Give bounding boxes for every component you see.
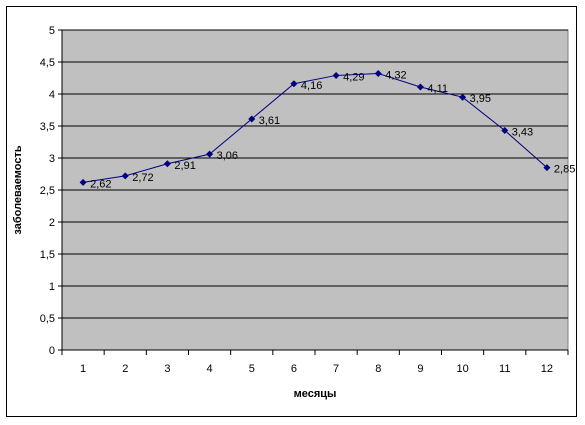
data-label: 3,61 (259, 115, 280, 127)
data-point (459, 93, 467, 101)
x-tick-label: 11 (499, 363, 510, 375)
y-tick-label: 5 (49, 25, 55, 37)
data-point (163, 160, 171, 168)
data-point (290, 80, 298, 88)
data-point (121, 172, 129, 180)
x-tick-label: 6 (291, 363, 297, 375)
x-tick-label: 2 (122, 363, 128, 375)
data-point (206, 150, 214, 158)
y-tick-label: 0,5 (40, 313, 55, 325)
data-label: 2,72 (132, 172, 153, 184)
y-axis-ticks: 0 0,5 1 1,5 2 2,5 3 3,5 4 4,5 5 (40, 25, 63, 357)
x-axis-ticks: 1 2 3 4 5 6 7 8 9 10 11 12 (61, 349, 569, 375)
series-line (79, 70, 551, 186)
data-labels: 2,62 2,72 2,91 3,06 3,61 4,16 4,29 4,32 4,11 3,95… (90, 70, 575, 191)
y-tick-label: 1,5 (40, 249, 55, 261)
data-label: 4,16 (301, 80, 322, 92)
x-axis-title: месяцы (294, 388, 337, 400)
data-label: 2,91 (174, 160, 195, 172)
x-tick-label: 12 (541, 363, 553, 375)
data-point (332, 71, 340, 79)
data-point (79, 178, 87, 186)
y-tick-label: 4,5 (40, 57, 55, 69)
data-point (416, 83, 424, 91)
data-label: 4,11 (427, 83, 448, 95)
data-label: 3,95 (470, 93, 491, 105)
data-point (248, 115, 256, 123)
y-axis-title: заболеваемость (12, 145, 24, 234)
data-point (374, 70, 382, 78)
y-tick-label: 3 (49, 153, 55, 165)
y-tick-label: 2 (49, 217, 55, 229)
data-label: 4,32 (385, 70, 406, 82)
x-tick-label: 9 (417, 363, 423, 375)
x-tick-label: 4 (207, 363, 213, 375)
y-tick-label: 0 (49, 345, 55, 357)
data-label: 3,06 (217, 150, 238, 162)
y-tick-label: 3,5 (40, 121, 55, 133)
data-label: 4,29 (343, 71, 364, 83)
x-tick-label: 8 (375, 363, 381, 375)
y-tick-label: 1 (49, 281, 55, 293)
x-tick-label: 1 (80, 363, 86, 375)
y-tick-label: 2,5 (40, 185, 55, 197)
x-tick-label: 10 (456, 363, 468, 375)
x-tick-label: 3 (164, 363, 170, 375)
x-tick-label: 5 (249, 363, 255, 375)
data-point (543, 164, 551, 172)
x-tick-label: 7 (333, 363, 339, 375)
data-label: 2,85 (554, 164, 575, 176)
grid-lines (62, 29, 568, 319)
data-label: 3,43 (512, 126, 533, 138)
series-polyline (83, 73, 548, 183)
y-tick-label: 4 (49, 89, 55, 101)
data-point (501, 126, 509, 134)
data-label: 2,62 (90, 178, 111, 190)
